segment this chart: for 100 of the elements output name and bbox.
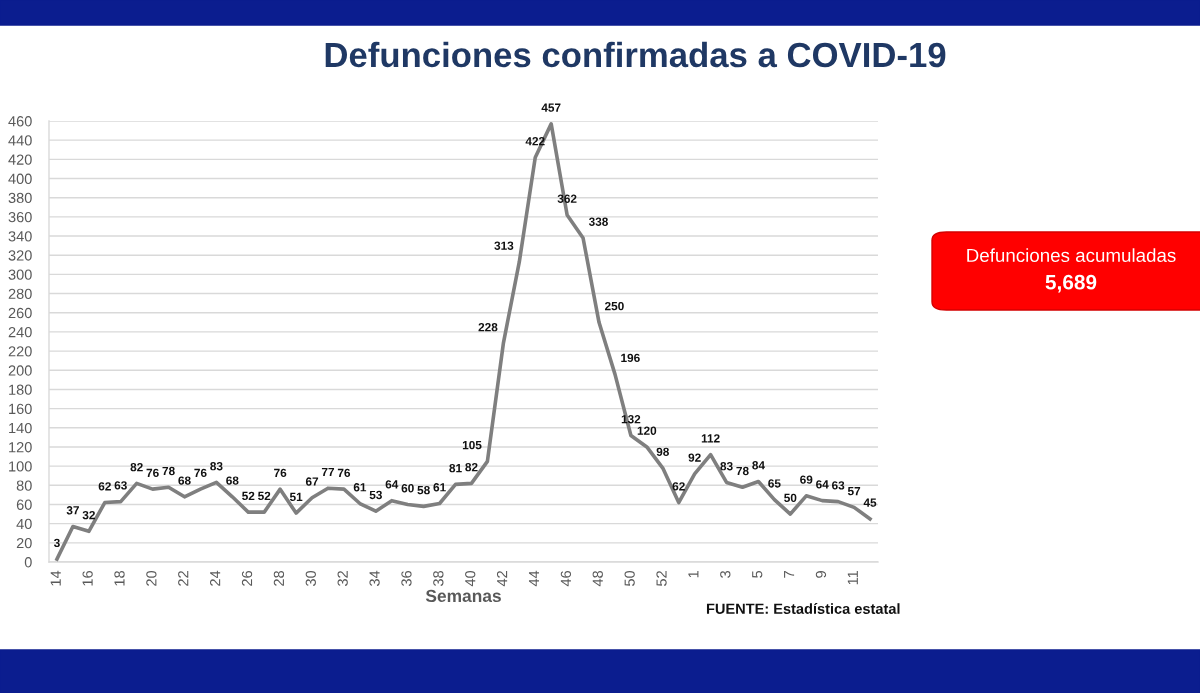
data-label: 45	[863, 498, 877, 507]
data-label: 60	[401, 484, 414, 493]
x-tick-label: 44	[528, 570, 540, 587]
data-label: 196	[621, 353, 640, 363]
x-tick-label: 30	[305, 570, 316, 586]
y-tick-label: 440	[8, 135, 32, 146]
y-tick-label: 160	[9, 403, 32, 415]
x-tick-label: 3	[720, 570, 731, 578]
data-label: 69	[800, 475, 813, 484]
x-tick-label: 22	[178, 571, 189, 586]
y-tick-label: 320	[8, 250, 32, 261]
data-label: 64	[816, 480, 829, 489]
data-label: 51	[289, 492, 303, 502]
y-tick-label: 380	[8, 192, 32, 204]
data-label: 63	[832, 481, 845, 490]
data-label: 50	[784, 493, 797, 503]
data-label: 132	[621, 415, 641, 424]
x-tick-label: 34	[369, 570, 380, 586]
data-label: 76	[274, 468, 287, 478]
x-tick-label: 40	[465, 570, 476, 587]
text: 5,689	[1045, 274, 1097, 293]
data-label: 52	[242, 491, 255, 501]
data-label: 76	[194, 468, 207, 478]
y-tick-label: 180	[9, 384, 32, 395]
data-label: 338	[588, 217, 608, 226]
data-label: 76	[146, 468, 159, 478]
y-tick-label: 40	[16, 518, 32, 530]
data-label: 76	[337, 468, 351, 478]
y-tick-label: 240	[8, 327, 32, 338]
data-label: 83	[210, 462, 223, 471]
y-tick-label: 300	[8, 269, 32, 280]
y-tick-label: 20	[16, 537, 32, 549]
data-label: 250	[604, 301, 624, 311]
x-tick-label: 14	[50, 570, 61, 586]
x-tick-label: 28	[273, 570, 285, 586]
data-label: 65	[768, 479, 781, 488]
y-tick-label: 460	[8, 116, 32, 127]
data-label: 82	[465, 462, 478, 472]
data-label: 83	[720, 462, 733, 471]
data-label: 105	[462, 440, 482, 450]
y-tick-label: 420	[8, 154, 32, 165]
data-label: 92	[688, 453, 701, 462]
data-label: 68	[226, 476, 239, 485]
data-label: 81	[449, 463, 462, 473]
x-tick-label: 24	[209, 570, 221, 586]
data-label: 3	[53, 538, 60, 548]
data-label: 67	[305, 477, 319, 486]
data-label: 68	[178, 476, 191, 485]
x-tick-label: 7	[784, 571, 795, 578]
data-label: 53	[369, 490, 382, 500]
y-tick-label: 60	[16, 499, 32, 510]
data-label: 52	[258, 491, 271, 501]
y-tick-label: 400	[8, 173, 32, 184]
y-tick-label: 120	[9, 442, 32, 453]
data-label: 57	[847, 487, 861, 496]
data-label: 78	[736, 466, 749, 476]
x-tick-label: 50	[624, 570, 635, 586]
data-label: 313	[494, 241, 514, 250]
x-tick-label: 38	[433, 570, 444, 586]
y-tick-label: 220	[8, 346, 32, 357]
data-label: 63	[114, 481, 127, 490]
data-label: 64	[385, 480, 399, 489]
data-label: 61	[433, 483, 446, 492]
y-tick-label: 0	[24, 557, 32, 568]
y-tick-label: 360	[8, 211, 32, 223]
y-tick-label: 260	[8, 307, 32, 319]
text: Defunciones acumuladas	[967, 248, 1176, 263]
x-tick-label: 18	[114, 570, 125, 586]
x-tick-label: 42	[496, 571, 508, 587]
data-label: 82	[130, 462, 143, 472]
x-tick-label: 46	[560, 570, 572, 587]
data-label: 228	[478, 323, 498, 332]
y-tick-label: 80	[16, 480, 32, 491]
data-label: 58	[417, 485, 430, 495]
data-label: 98	[656, 447, 669, 456]
x-tick-label: 52	[656, 571, 667, 586]
data-label: 62	[98, 482, 111, 491]
data-label: 61	[353, 483, 367, 492]
x-tick-label: 26	[241, 570, 253, 586]
data-label: 37	[66, 506, 79, 515]
y-tick-label: 340	[8, 231, 32, 242]
x-tick-label: 1	[688, 571, 699, 578]
x-tick-label: 9	[815, 571, 827, 578]
data-label: 62	[672, 482, 685, 491]
x-tick-label: 11	[847, 571, 858, 585]
y-tick-label: 140	[9, 422, 32, 434]
x-tick-label: 36	[401, 570, 412, 586]
data-label: 84	[752, 461, 765, 470]
y-tick-label: 200	[8, 365, 32, 376]
data-label: 77	[321, 467, 335, 477]
x-tick-label: 20	[146, 570, 157, 586]
x-axis-title: Semanas	[425, 589, 501, 603]
x-tick-label: 48	[592, 570, 603, 587]
source-note: FUENTE: Estadística estatal	[706, 603, 900, 614]
data-label: 112	[701, 434, 720, 443]
data-label: 422	[525, 137, 545, 146]
chart-title: Defunciones confirmadas a COVID-19	[325, 41, 946, 68]
x-tick-label: 16	[82, 570, 93, 586]
data-label: 78	[162, 466, 175, 476]
y-tick-label: 100	[9, 461, 32, 472]
